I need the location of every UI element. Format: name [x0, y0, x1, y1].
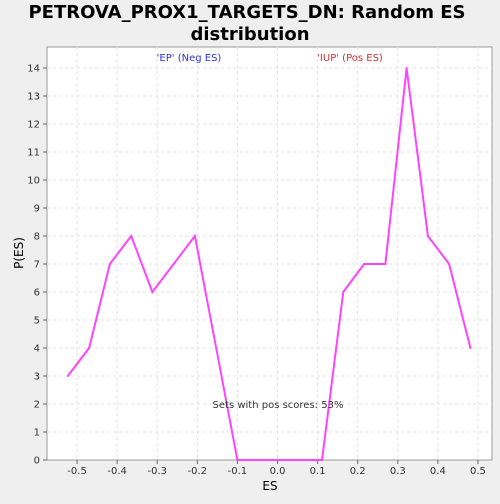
- y-tick-label: 11: [27, 148, 40, 159]
- data-point: [405, 67, 408, 69]
- data-point: [66, 375, 69, 377]
- y-axis-label: P(ES): [12, 237, 26, 269]
- y-tick-label: 0: [34, 456, 40, 467]
- y-tick-label: 12: [27, 120, 40, 131]
- x-axis-label: ES: [262, 479, 277, 493]
- data-point: [448, 263, 451, 265]
- x-tick-label: -0.5: [67, 466, 87, 477]
- data-point: [215, 347, 218, 349]
- x-tick-label: 0.5: [470, 466, 486, 477]
- data-point: [108, 263, 111, 265]
- y-tick-label: 1: [34, 428, 40, 439]
- y-tick-label: 6: [34, 288, 40, 299]
- annotation-pos-scores: Sets with pos scores: 53%: [213, 400, 344, 411]
- x-tick-label: 0.0: [270, 466, 286, 477]
- y-tick-label: 3: [34, 372, 40, 383]
- chart-title-line-1: PETROVA_PROX1_TARGETS_DN: Random ES: [28, 2, 465, 23]
- x-tick-label: -0.1: [228, 466, 248, 477]
- data-point: [193, 235, 196, 237]
- data-point: [384, 263, 387, 265]
- series-layer: [66, 67, 472, 461]
- data-point: [299, 459, 302, 461]
- x-tick-label: 0.3: [390, 466, 406, 477]
- y-tick-label: 9: [34, 204, 40, 215]
- x-tick-label: 0.1: [310, 466, 326, 477]
- data-point: [363, 263, 366, 265]
- data-point: [321, 459, 324, 461]
- data-point: [236, 459, 239, 461]
- chart-title-line-2: distribution: [190, 24, 309, 45]
- data-point: [130, 235, 133, 237]
- y-tick-label: 8: [34, 232, 40, 243]
- data-point: [426, 235, 429, 237]
- y-tick-label: 10: [27, 176, 40, 187]
- y-tick-label: 7: [34, 260, 40, 271]
- data-point: [151, 291, 154, 293]
- x-tick-label: -0.3: [147, 466, 167, 477]
- data-point: [342, 291, 345, 293]
- y-tick-label: 14: [27, 64, 40, 75]
- x-tick-label: 0.2: [350, 466, 366, 477]
- x-tick-label: -0.2: [188, 466, 208, 477]
- plot-area: [46, 46, 493, 461]
- x-tick-label: -0.4: [107, 466, 127, 477]
- y-tick-label: 4: [34, 344, 40, 355]
- annotation-ep-label: 'EP' (Neg ES): [157, 53, 222, 64]
- data-point: [257, 459, 260, 461]
- annotation-iup-label: 'IUP' (Pos ES): [317, 53, 383, 64]
- data-point: [278, 459, 281, 461]
- y-tick-label: 2: [34, 400, 40, 411]
- data-point: [172, 263, 175, 265]
- data-point: [88, 347, 91, 349]
- series-line: [67, 67, 472, 461]
- y-tick-label: 13: [27, 92, 40, 103]
- x-tick-label: 0.4: [430, 466, 446, 477]
- y-tick-label: 5: [34, 316, 40, 327]
- data-point: [469, 347, 472, 349]
